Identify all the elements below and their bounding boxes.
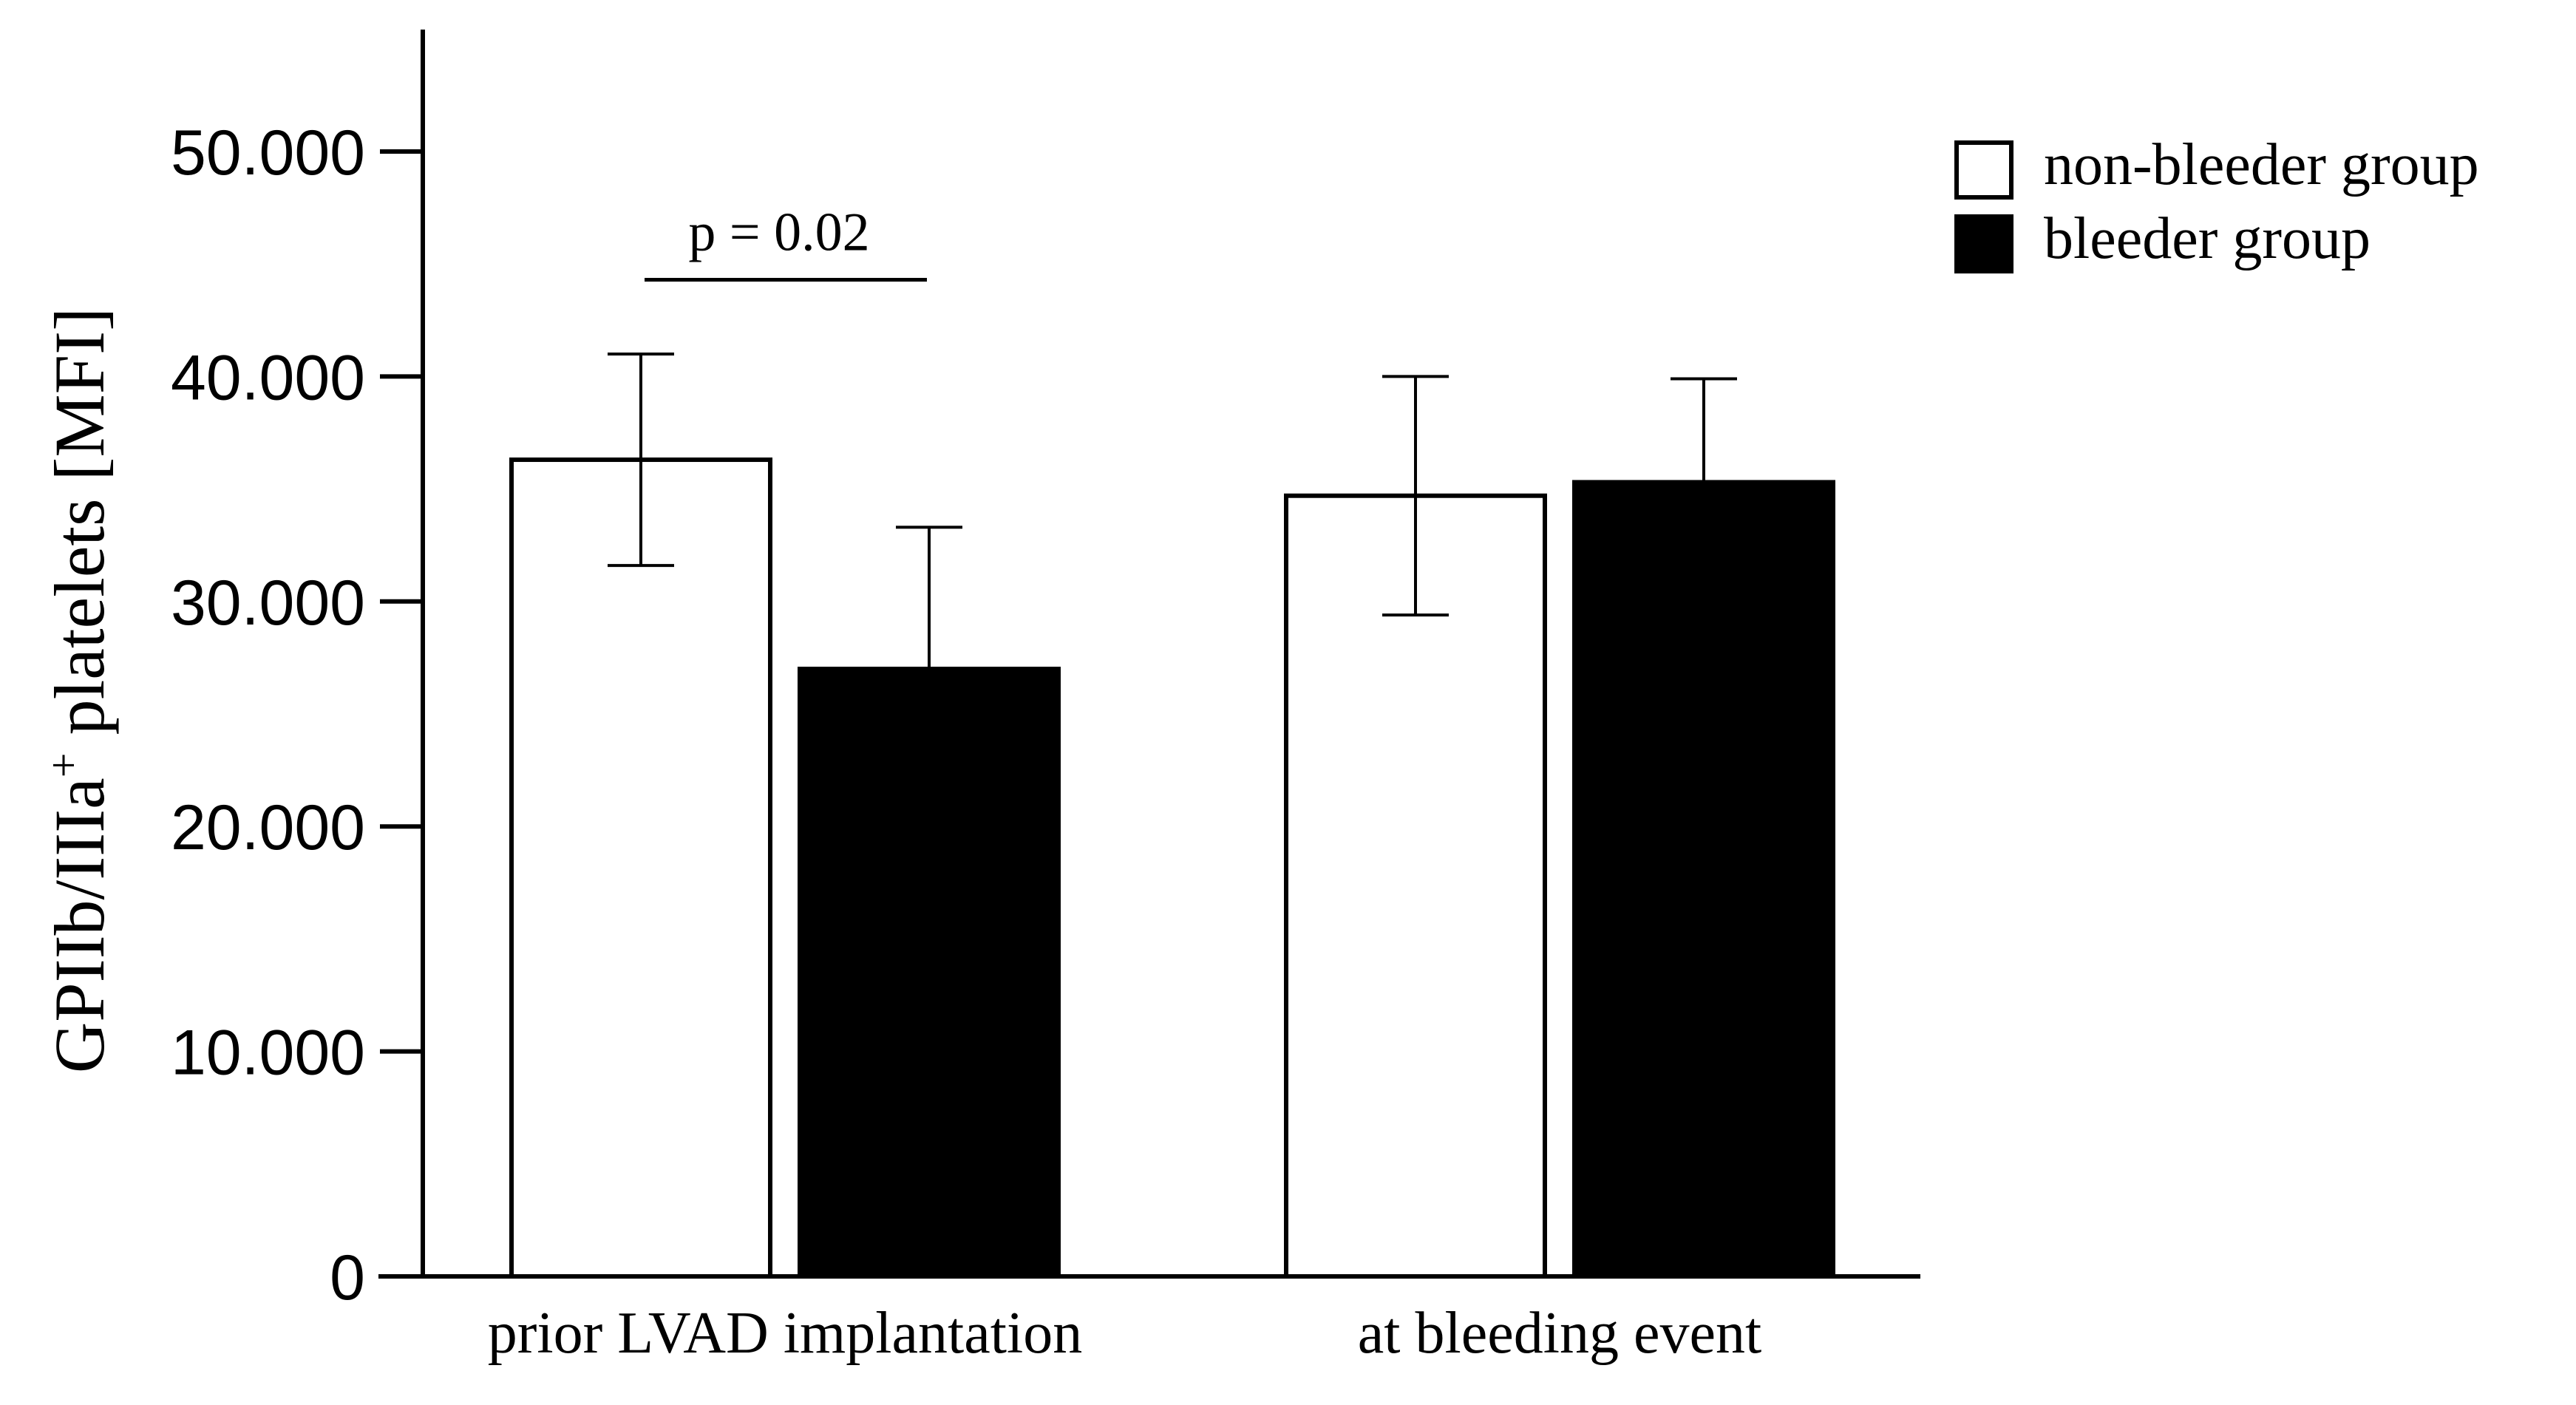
bar-bleeder-1 (1572, 480, 1835, 1279)
y-axis: 0 10.000 20.000 30.000 40.000 50.000 (171, 30, 425, 1313)
legend-swatch-non-bleeder (1954, 140, 2013, 200)
legend: non-bleeder group bleeder group (1954, 132, 2479, 273)
y-tick-label-20000: 20.000 (171, 792, 365, 863)
y-axis-title-text: GPIIb/IIIa+ platelets [MFI] (39, 307, 119, 1073)
y-tick-label-30000: 30.000 (171, 568, 365, 639)
bar-bleeder-0 (798, 667, 1061, 1279)
x-tick-label-0: prior LVAD implantation (488, 1301, 1082, 1366)
legend-label-non-bleeder: non-bleeder group (2044, 132, 2479, 197)
bars (509, 457, 1835, 1279)
x-tick-label-1: at bleeding event (1358, 1301, 1761, 1366)
error-bars (608, 352, 1737, 670)
y-axis-title: GPIIb/IIIa+ platelets [MFI] (39, 307, 119, 1073)
significance-label-0: p = 0.02 (688, 203, 869, 263)
legend-label-bleeder: bleeder group (2044, 206, 2371, 271)
x-axis: prior LVAD implantation at bleeding event (378, 1274, 1920, 1366)
annotations: p = 0.02 (645, 203, 927, 282)
y-tick-label-0: 0 (330, 1242, 365, 1313)
y-tick-label-50000: 50.000 (171, 118, 365, 188)
y-tick-label-40000: 40.000 (171, 342, 365, 413)
legend-swatch-bleeder (1954, 214, 2013, 273)
y-tick-label-10000: 10.000 (171, 1018, 365, 1089)
bar-non-bleeder-0 (509, 457, 772, 1279)
